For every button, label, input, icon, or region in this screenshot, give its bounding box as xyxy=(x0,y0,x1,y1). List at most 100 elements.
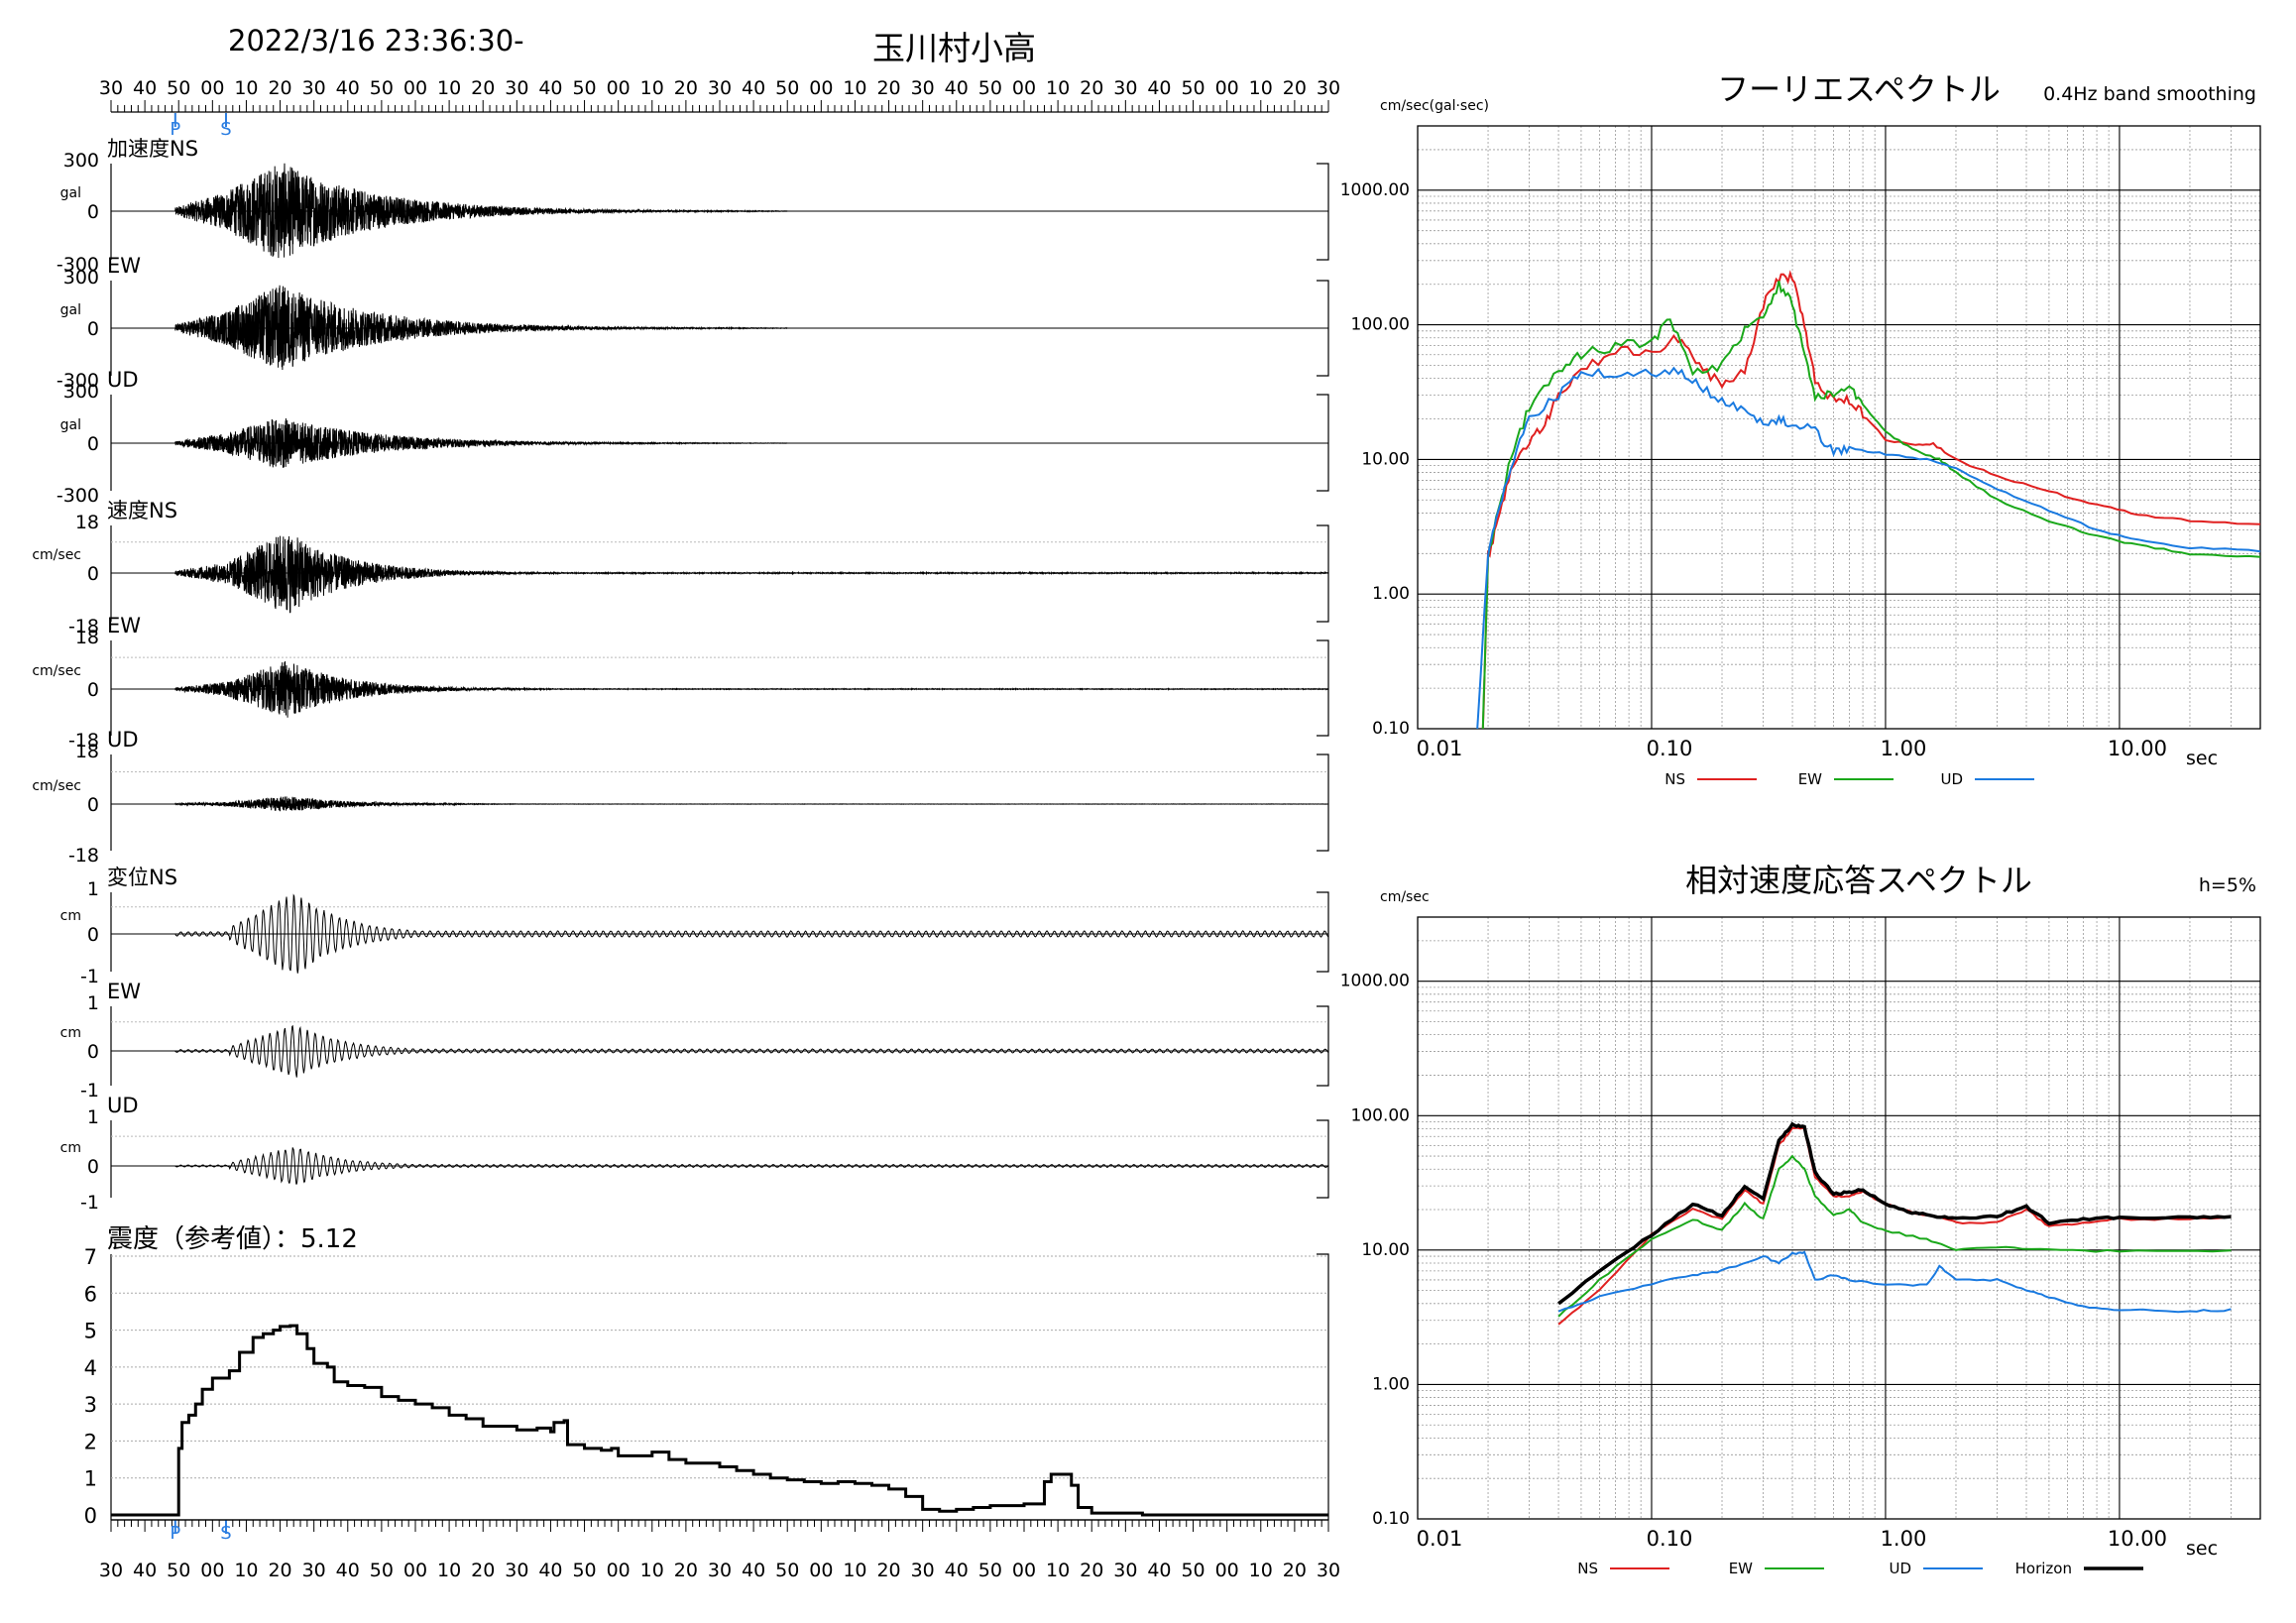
panel-channel-label: 変位NS xyxy=(107,866,177,889)
time-tick-label: 20 xyxy=(268,77,291,99)
waveform-trace xyxy=(111,1024,1329,1078)
time-tick-label: 30 xyxy=(505,1560,528,1581)
fourier-legend-label: NS xyxy=(1665,770,1685,788)
time-tick-label: 20 xyxy=(674,77,698,99)
time-tick-label: 50 xyxy=(572,77,596,99)
time-tick-label: 10 xyxy=(234,77,258,99)
intensity-frame xyxy=(110,1253,1329,1521)
time-tick-label: 00 xyxy=(607,1560,631,1581)
intensity-ytick-label: 3 xyxy=(84,1393,97,1417)
time-tick-label: 10 xyxy=(843,77,866,99)
time-tick-label: 00 xyxy=(403,1560,427,1581)
panel-ytick-bottom: -300 xyxy=(57,370,99,392)
panel-ytick-bottom: -1 xyxy=(80,966,99,987)
time-tick-label: 00 xyxy=(607,77,631,99)
intensity-ytick-label: 4 xyxy=(84,1356,97,1380)
panel-ytick-zero: 0 xyxy=(87,563,99,585)
time-tick-label: 40 xyxy=(538,77,562,99)
fourier-series-ew xyxy=(1481,281,2261,730)
time-tick-label: 20 xyxy=(1080,1560,1103,1581)
response-ytick-label: 10.00 xyxy=(1361,1240,1410,1260)
fourier-xtick-label: 0.10 xyxy=(1647,737,1693,760)
panel-unit-label: gal xyxy=(60,185,81,201)
time-tick-label: 30 xyxy=(99,1560,123,1581)
waveform-panel-disp-ew xyxy=(110,1005,1329,1087)
time-tick-label: 20 xyxy=(268,1560,291,1581)
fourier-xtick-label: 1.00 xyxy=(1881,737,1927,760)
panel-ytick-bottom: -1 xyxy=(80,1080,99,1101)
response-series-horizon xyxy=(1557,1121,2232,1306)
panel-ytick-top: 18 xyxy=(75,627,99,648)
waveform-panel-vel-ns xyxy=(110,524,1329,623)
panel-ytick-top: 300 xyxy=(63,150,99,172)
fourier-ytick-label: 0.10 xyxy=(1372,719,1410,739)
time-tick-label: 00 xyxy=(403,77,427,99)
panel-ytick-zero: 0 xyxy=(87,1156,99,1178)
time-tick-label: 00 xyxy=(1012,77,1036,99)
panel-ytick-top: 1 xyxy=(87,1106,99,1128)
time-tick-label: 30 xyxy=(302,1560,326,1581)
fourier-subtitle: 0.4Hz band smoothing xyxy=(2043,83,2256,105)
time-tick-label: 50 xyxy=(775,1560,799,1581)
time-tick-label: 20 xyxy=(1283,1560,1307,1581)
time-tick-label: 50 xyxy=(1181,77,1205,99)
time-tick-label: 40 xyxy=(742,1560,765,1581)
panel-ytick-top: 300 xyxy=(63,267,99,289)
panel-ytick-top: 1 xyxy=(87,992,99,1014)
panel-channel-label: UD xyxy=(107,1094,139,1117)
time-tick-label: 30 xyxy=(1317,77,1340,99)
time-tick-label: 10 xyxy=(640,1560,664,1581)
panel-ytick-top: 300 xyxy=(63,381,99,403)
time-tick-label: 40 xyxy=(133,77,157,99)
time-tick-label: 30 xyxy=(505,77,528,99)
waveform-trace xyxy=(111,1147,1329,1185)
time-tick-label: 20 xyxy=(876,77,900,99)
time-tick-label: 30 xyxy=(99,77,123,99)
time-tick-label: 50 xyxy=(978,1560,1002,1581)
fourier-ytick-label: 10.00 xyxy=(1361,449,1410,469)
panel-ytick-top: 1 xyxy=(87,878,99,900)
station-name: 玉川村小高 xyxy=(872,29,1036,67)
response-ytick-label: 1.00 xyxy=(1372,1374,1410,1394)
waveform-trace xyxy=(111,535,1329,614)
panel-ytick-top: 18 xyxy=(75,741,99,762)
record-datetime: 2022/3/16 23:36:30- xyxy=(228,24,524,58)
response-xtick-label: 1.00 xyxy=(1881,1527,1927,1551)
time-tick-label: 40 xyxy=(538,1560,562,1581)
fourier-plot xyxy=(1417,125,2261,780)
panel-ytick-bottom: -1 xyxy=(80,1192,99,1214)
time-tick-label: 30 xyxy=(708,77,732,99)
panel-channel-label: UD xyxy=(107,368,139,392)
p-arrival-label: P xyxy=(170,119,180,140)
intensity-ytick-label: 1 xyxy=(84,1467,97,1491)
time-tick-label: 40 xyxy=(336,1560,360,1581)
time-tick-label: 00 xyxy=(1012,1560,1036,1581)
time-tick-label: 50 xyxy=(370,77,394,99)
panel-ytick-zero: 0 xyxy=(87,679,99,701)
waveform-panel-accel-ew xyxy=(110,280,1329,377)
time-tick-label: 50 xyxy=(572,1560,596,1581)
panel-unit-label: gal xyxy=(60,302,81,318)
s-arrival-label: S xyxy=(220,1523,231,1544)
time-tick-label: 30 xyxy=(911,1560,935,1581)
time-tick-label: 20 xyxy=(1080,77,1103,99)
response-plot xyxy=(1417,916,2261,1570)
panel-ytick-top: 18 xyxy=(75,512,99,533)
time-ruler-ticks xyxy=(110,1520,1329,1532)
time-tick-label: 00 xyxy=(200,1560,224,1581)
panel-frame xyxy=(110,1005,1329,1087)
panel-ytick-zero: 0 xyxy=(87,794,99,816)
panel-unit-label: cm/sec xyxy=(32,547,81,563)
waveform-trace xyxy=(111,417,1328,468)
time-tick-label: 20 xyxy=(471,1560,495,1581)
response-series-ud xyxy=(1557,1250,2232,1314)
response-legend-label: Horizon xyxy=(2015,1560,2072,1577)
time-tick-label: 50 xyxy=(978,77,1002,99)
panel-channel-label: 速度NS xyxy=(107,499,177,522)
time-tick-label: 10 xyxy=(1249,1560,1273,1581)
intensity-ytick-label: 2 xyxy=(84,1430,97,1453)
waveform-trace xyxy=(111,285,1328,371)
time-tick-label: 50 xyxy=(167,1560,190,1581)
panel-ytick-bottom: -18 xyxy=(68,845,99,867)
